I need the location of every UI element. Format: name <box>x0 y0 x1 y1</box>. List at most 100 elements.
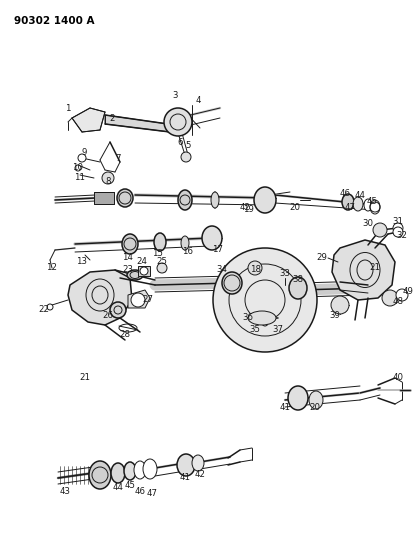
Ellipse shape <box>308 391 322 409</box>
Circle shape <box>247 261 261 275</box>
Bar <box>138 266 150 276</box>
Text: 25: 25 <box>156 257 167 266</box>
Ellipse shape <box>288 277 306 299</box>
Ellipse shape <box>352 197 362 211</box>
Text: 44: 44 <box>112 483 123 492</box>
Circle shape <box>372 223 386 237</box>
Text: 8: 8 <box>105 177 111 187</box>
Circle shape <box>392 223 402 233</box>
Circle shape <box>140 267 147 275</box>
Text: 3: 3 <box>172 91 177 100</box>
Text: 45: 45 <box>366 198 377 206</box>
Text: 42: 42 <box>239 204 250 213</box>
Text: 24: 24 <box>136 257 147 266</box>
Text: 35: 35 <box>249 326 260 335</box>
Text: 44: 44 <box>354 191 365 200</box>
Text: 21: 21 <box>369 263 380 272</box>
Text: 37: 37 <box>272 326 283 335</box>
Ellipse shape <box>363 199 371 211</box>
Text: 46: 46 <box>339 190 350 198</box>
Text: 30: 30 <box>362 220 373 229</box>
Ellipse shape <box>177 454 195 476</box>
Circle shape <box>330 296 348 314</box>
Text: 10: 10 <box>72 164 83 173</box>
Ellipse shape <box>247 311 275 325</box>
Ellipse shape <box>254 187 275 213</box>
Text: 1: 1 <box>65 103 71 112</box>
Text: 7: 7 <box>115 154 121 163</box>
Text: 42: 42 <box>194 471 205 480</box>
Circle shape <box>75 165 81 171</box>
Text: 36: 36 <box>242 313 253 322</box>
Ellipse shape <box>124 462 136 480</box>
Ellipse shape <box>287 386 307 410</box>
Ellipse shape <box>142 459 157 479</box>
Ellipse shape <box>134 461 146 479</box>
Text: 2: 2 <box>109 114 114 123</box>
Text: 12: 12 <box>46 263 57 272</box>
Text: 29: 29 <box>316 254 327 262</box>
Text: 49: 49 <box>401 287 413 296</box>
Text: 20: 20 <box>289 204 300 213</box>
Polygon shape <box>72 108 105 132</box>
Ellipse shape <box>117 189 133 207</box>
Text: 9: 9 <box>81 148 86 157</box>
Text: 20: 20 <box>309 403 320 413</box>
Bar <box>94 192 114 204</box>
Circle shape <box>131 293 145 307</box>
Text: 90302 1400 A: 90302 1400 A <box>14 16 94 26</box>
Text: 45: 45 <box>124 481 135 490</box>
Text: 46: 46 <box>134 488 145 497</box>
Text: 21: 21 <box>79 374 90 383</box>
Polygon shape <box>128 290 150 308</box>
Polygon shape <box>331 240 394 300</box>
Ellipse shape <box>192 455 204 471</box>
Ellipse shape <box>127 270 142 280</box>
Ellipse shape <box>221 272 242 294</box>
Circle shape <box>164 108 192 136</box>
Circle shape <box>212 248 316 352</box>
Text: 22: 22 <box>38 305 50 314</box>
Circle shape <box>47 304 53 310</box>
Ellipse shape <box>111 463 125 483</box>
Polygon shape <box>105 115 178 133</box>
Text: 13: 13 <box>76 257 87 266</box>
Circle shape <box>381 290 397 306</box>
Text: 34: 34 <box>216 265 227 274</box>
Circle shape <box>392 227 402 237</box>
Text: 23: 23 <box>122 265 133 274</box>
Text: 17: 17 <box>212 246 223 254</box>
Text: 26: 26 <box>102 311 113 319</box>
Ellipse shape <box>211 192 218 208</box>
Ellipse shape <box>369 200 379 214</box>
Circle shape <box>261 320 267 326</box>
Circle shape <box>78 154 86 162</box>
Ellipse shape <box>341 194 353 210</box>
Text: 6: 6 <box>177 138 182 147</box>
Text: 39: 39 <box>329 311 339 319</box>
Text: 18: 18 <box>250 265 261 274</box>
Text: 47: 47 <box>344 204 355 213</box>
Text: 32: 32 <box>396 230 406 239</box>
Ellipse shape <box>154 233 166 251</box>
Text: 28: 28 <box>119 330 130 340</box>
Text: 41: 41 <box>179 473 190 482</box>
Text: 4: 4 <box>195 95 200 104</box>
Circle shape <box>157 263 166 273</box>
Text: 47: 47 <box>146 489 157 498</box>
Ellipse shape <box>122 234 138 254</box>
Text: 38: 38 <box>292 276 303 285</box>
Text: 31: 31 <box>392 217 403 227</box>
Text: 41: 41 <box>279 403 290 413</box>
Ellipse shape <box>202 226 221 250</box>
Circle shape <box>110 302 126 318</box>
Text: 19: 19 <box>242 206 253 214</box>
Ellipse shape <box>89 461 111 489</box>
Text: 5: 5 <box>185 141 190 149</box>
Text: 43: 43 <box>59 488 70 497</box>
Ellipse shape <box>178 190 192 210</box>
Text: 33: 33 <box>279 270 290 279</box>
Circle shape <box>102 172 114 184</box>
Ellipse shape <box>180 236 189 250</box>
Text: 16: 16 <box>182 247 193 256</box>
